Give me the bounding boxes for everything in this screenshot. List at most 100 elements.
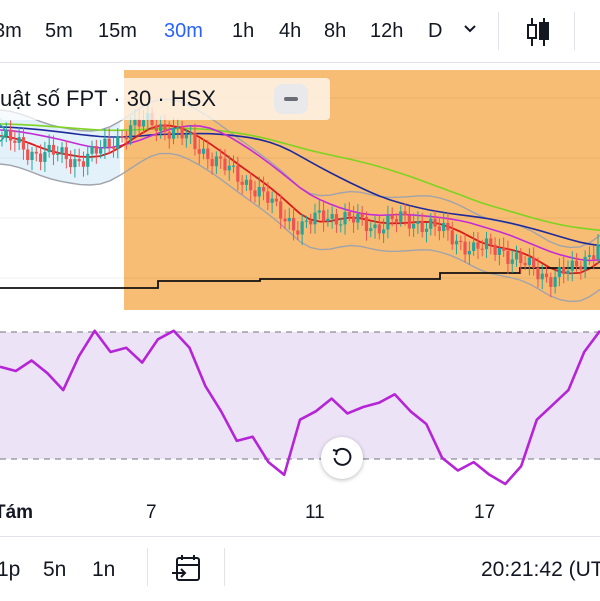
bottom-divider bbox=[224, 548, 225, 586]
candle bbox=[313, 212, 317, 225]
candle bbox=[596, 244, 600, 260]
candle bbox=[347, 212, 351, 217]
timeframe-15m[interactable]: 15m bbox=[98, 20, 137, 42]
candle bbox=[163, 124, 167, 132]
candle bbox=[201, 148, 206, 154]
candle bbox=[364, 216, 369, 232]
candle bbox=[223, 158, 227, 171]
candle bbox=[296, 230, 300, 235]
time-axis bbox=[0, 490, 600, 534]
candle bbox=[343, 212, 347, 225]
candle bbox=[129, 125, 133, 140]
candle bbox=[502, 247, 506, 251]
candlestick-icon[interactable] bbox=[525, 16, 551, 48]
toolbar-divider bbox=[574, 12, 575, 50]
candle bbox=[382, 229, 386, 234]
candle bbox=[214, 156, 218, 167]
candle bbox=[73, 159, 77, 168]
candle bbox=[64, 147, 68, 160]
candle bbox=[377, 224, 381, 234]
candle bbox=[592, 255, 596, 260]
candle bbox=[493, 244, 497, 255]
candle bbox=[253, 190, 257, 197]
candle bbox=[180, 127, 184, 139]
ma-green-line bbox=[0, 123, 600, 232]
candle bbox=[189, 133, 193, 135]
timeframe-1h[interactable]: 1h bbox=[232, 20, 255, 42]
candle bbox=[219, 156, 223, 159]
rsi-chart[interactable] bbox=[0, 318, 600, 488]
timeframe-5m[interactable]: 5m bbox=[45, 20, 73, 42]
timeframe-3m[interactable]: 3m bbox=[0, 20, 22, 42]
candle bbox=[510, 259, 514, 264]
range-1n[interactable]: 1n bbox=[92, 558, 116, 581]
candle bbox=[579, 266, 583, 270]
collapse-legend-button[interactable] bbox=[274, 84, 308, 114]
candle bbox=[240, 181, 244, 185]
candle bbox=[154, 125, 158, 131]
candle bbox=[17, 137, 21, 143]
candle bbox=[442, 222, 446, 232]
timeframe-toolbar bbox=[0, 0, 600, 63]
timeframe-30m[interactable]: 30m bbox=[164, 20, 203, 42]
candle bbox=[274, 198, 279, 202]
candle bbox=[566, 270, 570, 275]
chevron-down-icon[interactable] bbox=[463, 24, 477, 34]
candle bbox=[171, 127, 176, 139]
candle bbox=[467, 250, 471, 255]
candle bbox=[111, 146, 116, 149]
candle bbox=[120, 136, 124, 138]
candle bbox=[4, 129, 8, 136]
timeframe-12h[interactable]: 12h bbox=[370, 20, 404, 42]
candle bbox=[47, 144, 51, 153]
candle bbox=[317, 210, 321, 213]
candle bbox=[116, 136, 120, 149]
candle bbox=[283, 218, 287, 222]
range-1p[interactable]: 1p bbox=[0, 558, 21, 581]
reset-chart-button[interactable] bbox=[321, 437, 363, 479]
candle bbox=[300, 221, 304, 235]
candle bbox=[309, 220, 313, 225]
candle bbox=[167, 131, 171, 139]
indicator-marker bbox=[0, 124, 6, 142]
candle bbox=[540, 273, 544, 280]
timeframe-8h[interactable]: 8h bbox=[324, 20, 347, 42]
candle bbox=[557, 267, 562, 277]
candle bbox=[351, 216, 356, 223]
candle bbox=[459, 240, 463, 243]
candle bbox=[403, 211, 407, 216]
candle bbox=[416, 221, 420, 224]
candle bbox=[13, 140, 17, 143]
candle bbox=[291, 218, 296, 231]
candle bbox=[433, 218, 437, 227]
candle bbox=[506, 250, 510, 264]
candle bbox=[454, 240, 459, 245]
candle bbox=[81, 161, 86, 167]
candle bbox=[21, 137, 26, 150]
candle bbox=[587, 255, 592, 257]
candle bbox=[412, 223, 416, 229]
range-5n[interactable]: 5n bbox=[43, 558, 67, 581]
candle bbox=[287, 218, 291, 222]
candle bbox=[334, 214, 339, 225]
candle bbox=[476, 242, 480, 249]
candle bbox=[553, 276, 557, 287]
timeframe-4h[interactable]: 4h bbox=[279, 20, 302, 42]
candle bbox=[321, 210, 326, 222]
ma-red-line bbox=[0, 124, 600, 275]
candle bbox=[279, 201, 283, 219]
candle bbox=[356, 213, 360, 223]
bollinger-lower-line bbox=[0, 152, 600, 303]
candle bbox=[236, 165, 240, 182]
timeframe-d[interactable]: D bbox=[428, 20, 443, 42]
candle bbox=[94, 146, 98, 154]
candle bbox=[527, 257, 531, 266]
ma-navy-line bbox=[0, 126, 600, 247]
candle bbox=[249, 179, 253, 191]
candle bbox=[30, 151, 34, 161]
go-to-date-icon[interactable] bbox=[171, 554, 203, 584]
candle bbox=[386, 215, 390, 230]
candle bbox=[497, 247, 501, 255]
x-tick-label: Tám bbox=[0, 502, 34, 523]
candle bbox=[141, 120, 146, 127]
